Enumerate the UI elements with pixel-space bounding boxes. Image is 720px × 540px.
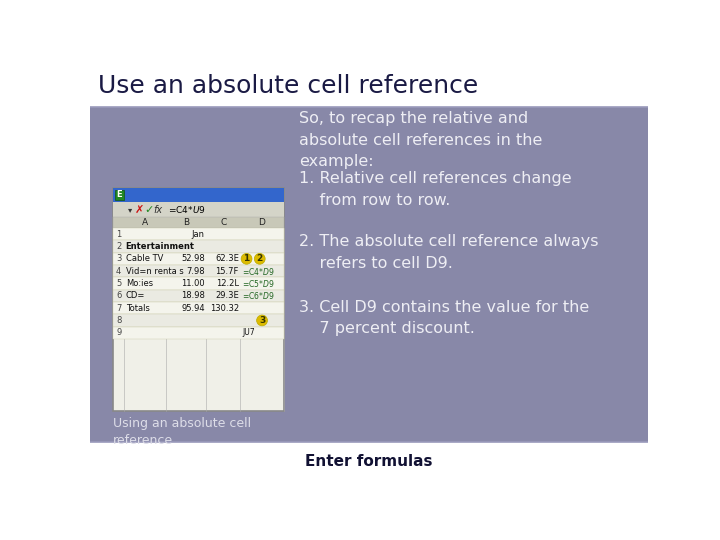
Text: Use an absolute cell reference: Use an absolute cell reference <box>98 74 478 98</box>
Text: Vid=n renta s: Vid=n renta s <box>126 267 184 275</box>
Text: 1: 1 <box>243 254 250 264</box>
Text: A: A <box>142 218 148 227</box>
Text: 8: 8 <box>116 316 122 325</box>
Bar <box>113 302 284 314</box>
Text: 2. The absolute cell reference always
    refers to cell D9.: 2. The absolute cell reference always re… <box>300 234 599 271</box>
Text: ✗: ✗ <box>135 205 144 214</box>
Text: 9: 9 <box>116 328 121 338</box>
Text: 130.32: 130.32 <box>210 303 239 313</box>
Text: 7: 7 <box>116 303 122 313</box>
Text: 1. Relative cell references change
    from row to row.: 1. Relative cell references change from … <box>300 171 572 208</box>
Text: Cable TV: Cable TV <box>126 254 163 264</box>
Bar <box>113 217 284 228</box>
Text: Using an absolute cell
reference: Using an absolute cell reference <box>113 417 251 448</box>
Text: 5: 5 <box>116 279 121 288</box>
Circle shape <box>241 253 252 264</box>
Text: C: C <box>220 218 226 227</box>
Bar <box>113 202 284 217</box>
Text: 3: 3 <box>259 316 265 325</box>
Text: 62.3E: 62.3E <box>215 254 239 264</box>
Text: =C4*$U$9: =C4*$U$9 <box>168 204 205 215</box>
Bar <box>113 327 284 339</box>
Text: 1: 1 <box>116 230 121 239</box>
Text: =C4*$D$9: =C4*$D$9 <box>242 266 274 276</box>
Circle shape <box>256 315 267 326</box>
Bar <box>90 65 648 107</box>
Text: So, to recap the relative and
absolute cell references in the
example:: So, to recap the relative and absolute c… <box>300 111 543 169</box>
Text: D: D <box>258 218 266 227</box>
Bar <box>114 190 124 200</box>
Text: Entertainment: Entertainment <box>126 242 194 251</box>
Text: 52.98: 52.98 <box>181 254 204 264</box>
Text: Mo:ies: Mo:ies <box>126 279 153 288</box>
Text: Jan: Jan <box>192 230 204 239</box>
Text: ▾: ▾ <box>128 205 132 214</box>
Text: ✓: ✓ <box>144 205 153 214</box>
Text: 7.98: 7.98 <box>186 267 204 275</box>
Text: 12.2L: 12.2L <box>216 279 239 288</box>
Bar <box>113 228 284 240</box>
Text: 4: 4 <box>116 267 121 275</box>
Bar <box>113 265 284 278</box>
Text: Totals: Totals <box>126 303 150 313</box>
Text: CD=: CD= <box>126 291 145 300</box>
Text: 95.94: 95.94 <box>181 303 204 313</box>
Bar <box>113 188 284 202</box>
Bar <box>90 107 648 442</box>
Bar <box>113 278 284 289</box>
Text: 2: 2 <box>116 242 121 251</box>
Text: 3: 3 <box>116 254 122 264</box>
Text: JU7: JU7 <box>242 328 255 338</box>
Text: 2: 2 <box>256 254 263 264</box>
Text: fx: fx <box>153 205 163 214</box>
Text: 15.7F: 15.7F <box>215 267 239 275</box>
Text: E: E <box>117 191 122 199</box>
Text: 6: 6 <box>116 291 122 300</box>
Text: 3. Cell D9 contains the value for the
    7 percent discount.: 3. Cell D9 contains the value for the 7 … <box>300 300 590 336</box>
Bar <box>113 188 284 411</box>
Text: =C6*$D$9: =C6*$D$9 <box>242 291 274 301</box>
Text: Enter formulas: Enter formulas <box>305 454 433 469</box>
Bar <box>90 442 648 481</box>
Text: 29.3E: 29.3E <box>215 291 239 300</box>
Circle shape <box>254 253 265 264</box>
Bar <box>113 314 284 327</box>
Bar <box>113 240 284 253</box>
Text: 11.00: 11.00 <box>181 279 204 288</box>
Text: B: B <box>183 218 189 227</box>
Text: =C5*$D$9: =C5*$D$9 <box>242 278 274 289</box>
Bar <box>113 289 284 302</box>
Bar <box>113 253 284 265</box>
Text: 18.98: 18.98 <box>181 291 204 300</box>
